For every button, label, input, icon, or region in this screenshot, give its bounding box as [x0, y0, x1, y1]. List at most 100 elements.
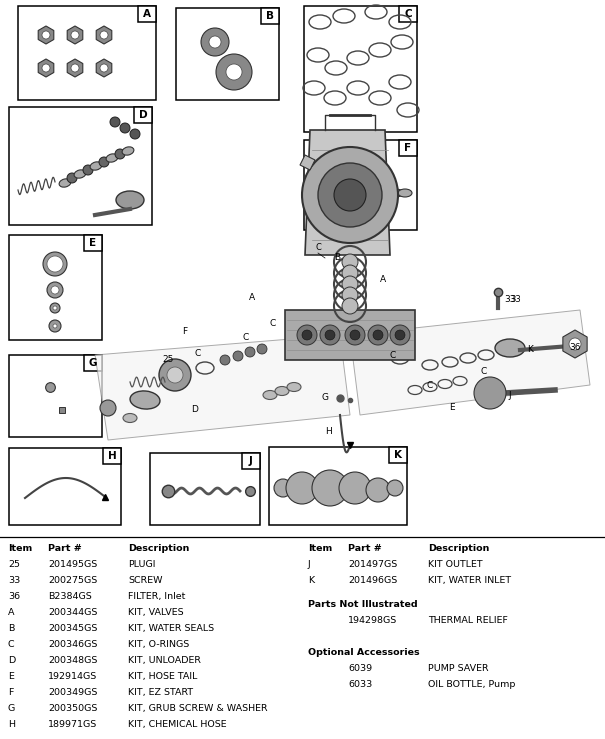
Bar — [399, 6, 417, 22]
Circle shape — [320, 325, 340, 345]
Ellipse shape — [122, 147, 134, 155]
Text: 200348GS: 200348GS — [48, 656, 97, 665]
Circle shape — [42, 64, 50, 72]
Circle shape — [257, 344, 267, 354]
Text: KIT, WATER SEALS: KIT, WATER SEALS — [128, 624, 214, 633]
Text: B: B — [266, 11, 274, 21]
Ellipse shape — [287, 383, 301, 392]
Text: 200349GS: 200349GS — [48, 688, 97, 697]
Circle shape — [356, 191, 364, 199]
Text: Parts Not Illustrated: Parts Not Illustrated — [308, 600, 417, 609]
Text: A: A — [380, 276, 386, 285]
Text: G: G — [321, 393, 329, 403]
Circle shape — [120, 123, 130, 133]
Text: D: D — [8, 656, 15, 665]
Text: 201496GS: 201496GS — [348, 576, 397, 585]
Circle shape — [334, 179, 366, 211]
Circle shape — [100, 31, 108, 39]
Text: KIT, O-RINGS: KIT, O-RINGS — [128, 640, 189, 649]
Polygon shape — [67, 59, 83, 77]
Ellipse shape — [369, 190, 383, 198]
Text: Item: Item — [8, 544, 32, 553]
Circle shape — [286, 472, 318, 504]
Circle shape — [159, 359, 191, 391]
Circle shape — [325, 330, 335, 340]
Text: F: F — [404, 143, 411, 153]
Polygon shape — [96, 59, 112, 77]
Text: C: C — [481, 367, 487, 376]
Circle shape — [346, 192, 354, 200]
Circle shape — [167, 367, 183, 383]
Text: G: G — [89, 358, 97, 368]
Ellipse shape — [379, 190, 393, 198]
Text: 25: 25 — [162, 355, 174, 364]
Text: C: C — [404, 9, 412, 19]
Polygon shape — [95, 335, 350, 440]
Circle shape — [342, 265, 358, 281]
Ellipse shape — [90, 162, 102, 170]
Ellipse shape — [398, 189, 412, 197]
Text: E: E — [449, 403, 455, 412]
Ellipse shape — [59, 179, 71, 187]
Text: KIT, VALVES: KIT, VALVES — [128, 608, 184, 617]
Bar — [84, 235, 102, 251]
Circle shape — [342, 287, 358, 303]
Text: 189971GS: 189971GS — [48, 720, 97, 729]
Text: 6033: 6033 — [348, 680, 372, 689]
Circle shape — [245, 347, 255, 357]
Bar — [269, 447, 407, 525]
Circle shape — [47, 282, 63, 298]
Circle shape — [297, 325, 317, 345]
Text: THERMAL RELIEF: THERMAL RELIEF — [428, 616, 508, 625]
Text: KIT, EZ START: KIT, EZ START — [128, 688, 193, 697]
Bar — [304, 6, 417, 132]
Bar — [261, 8, 279, 24]
Text: OIL BOTTLE, Pump: OIL BOTTLE, Pump — [428, 680, 515, 689]
Text: Item: Item — [308, 544, 332, 553]
Text: 36: 36 — [8, 592, 20, 601]
Circle shape — [226, 64, 242, 80]
Text: FILTER, Inlet: FILTER, Inlet — [128, 592, 185, 601]
Circle shape — [53, 306, 57, 310]
Circle shape — [390, 325, 410, 345]
Text: KIT, CHEMICAL HOSE: KIT, CHEMICAL HOSE — [128, 720, 227, 729]
Text: C: C — [243, 333, 249, 341]
Ellipse shape — [74, 170, 86, 178]
Circle shape — [43, 252, 67, 276]
Circle shape — [342, 254, 358, 270]
Circle shape — [209, 36, 221, 48]
Circle shape — [474, 377, 506, 409]
Ellipse shape — [389, 189, 403, 197]
Ellipse shape — [116, 191, 144, 209]
Text: KIT, UNLOADER: KIT, UNLOADER — [128, 656, 201, 665]
Text: H: H — [8, 720, 15, 729]
Text: 200344GS: 200344GS — [48, 608, 97, 617]
Text: PUMP SAVER: PUMP SAVER — [428, 664, 489, 673]
Circle shape — [364, 190, 372, 198]
Bar — [176, 8, 279, 100]
Circle shape — [569, 338, 581, 350]
Circle shape — [220, 355, 230, 365]
Circle shape — [216, 54, 252, 90]
Text: J: J — [308, 560, 311, 569]
Text: 6039: 6039 — [348, 664, 372, 673]
Bar — [84, 355, 102, 371]
Text: E: E — [90, 238, 97, 248]
Text: G: G — [8, 704, 15, 713]
Bar — [399, 140, 417, 156]
Text: C: C — [8, 640, 15, 649]
Circle shape — [110, 117, 120, 127]
Circle shape — [274, 479, 292, 497]
Text: C: C — [315, 243, 321, 253]
Text: 200346GS: 200346GS — [48, 640, 97, 649]
Text: KIT, WATER INLET: KIT, WATER INLET — [428, 576, 511, 585]
Text: B: B — [334, 253, 340, 262]
Text: 201495GS: 201495GS — [48, 560, 97, 569]
Circle shape — [368, 325, 388, 345]
Bar — [389, 447, 407, 463]
Polygon shape — [350, 310, 590, 415]
Text: KIT, GRUB SCREW & WASHER: KIT, GRUB SCREW & WASHER — [128, 704, 267, 713]
Text: F: F — [8, 688, 13, 697]
Text: K: K — [394, 450, 402, 460]
Polygon shape — [285, 310, 415, 360]
